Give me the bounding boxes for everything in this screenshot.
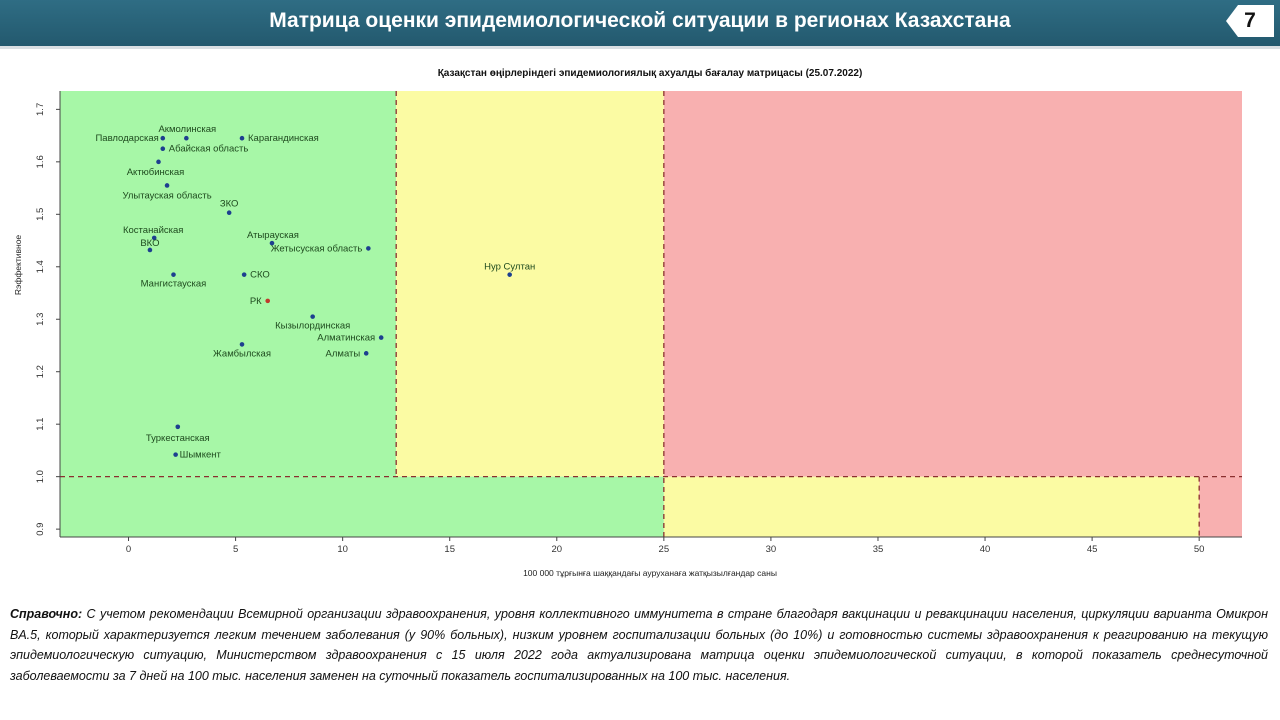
data-point (173, 452, 178, 457)
data-point-label: Павлодарская (95, 133, 158, 144)
y-tick-label: 1.0 (35, 470, 46, 483)
data-point-label: Жамбылская (213, 348, 271, 359)
x-tick-label: 45 (1087, 544, 1098, 555)
data-point-label: Атырауская (247, 230, 299, 241)
data-point (239, 135, 245, 141)
data-point (160, 135, 166, 141)
zone-red-2 (663, 91, 1242, 477)
x-tick-label: 10 (337, 544, 348, 555)
y-tick-label: 1.3 (35, 313, 46, 326)
y-tick-label: 1.5 (35, 208, 46, 221)
header-divider (0, 46, 1280, 49)
chart-axes: 0 5 10 15 20 25 30 35 40 45 50 0.9 1.0 1.1 1.2 1.3 1.4 1.… (35, 91, 1242, 555)
x-tick-label: 50 (1194, 544, 1205, 555)
x-tick-label: 15 (444, 544, 455, 555)
data-point (175, 424, 181, 430)
data-point (239, 342, 245, 347)
x-axis-title: 100 000 тұрғынға шаққандағы ауруханаға ж… (523, 568, 777, 578)
reference-note: Справочно: С учетом рекомендации Всемирн… (10, 604, 1268, 686)
data-point (147, 247, 153, 253)
data-point (164, 183, 170, 188)
data-point-label: Кызылординская (275, 321, 350, 332)
data-point (151, 235, 157, 241)
data-point (269, 240, 275, 246)
data-point-label: Жетысуская область (271, 243, 363, 254)
data-point (184, 135, 189, 141)
data-point (507, 272, 512, 277)
page-title: Матрица оценки эпидемиологической ситуац… (269, 9, 1011, 32)
data-point-label: Акмолинская (158, 124, 216, 135)
data-point-label: Карагандинская (248, 133, 319, 144)
x-tick-label: 0 (126, 544, 131, 555)
data-point (366, 246, 371, 251)
risk-matrix-chart: Қазақстан өңірлеріндегі эпидемиологиялық… (13, 67, 1242, 578)
data-point (378, 335, 384, 340)
x-tick-label: 30 (766, 544, 777, 555)
y-tick-label: 0.9 (35, 523, 46, 536)
zone-green-0 (60, 91, 397, 477)
data-point (265, 298, 271, 304)
data-point-label: ЗКО (220, 199, 239, 210)
y-tick-label: 1.2 (35, 365, 46, 378)
zone-red-5 (1199, 476, 1242, 537)
data-point-label: Актюбинская (127, 167, 185, 178)
data-point-label: ВКО (140, 238, 159, 249)
y-axis-title: Rэффективное (13, 235, 23, 296)
data-point (171, 272, 176, 277)
data-point (160, 146, 166, 152)
data-point (226, 210, 232, 216)
x-tick-label: 25 (659, 544, 670, 555)
x-tick-label: 5 (233, 544, 238, 555)
data-point-label: Улытауская область (122, 190, 211, 201)
data-point-label: РК (250, 296, 262, 307)
risk-zones (60, 91, 1242, 537)
chart-title: Қазақстан өңірлеріндегі эпидемиологиялық… (438, 67, 863, 79)
page-number-badge: 7 (1226, 5, 1274, 37)
y-tick-label: 1.4 (35, 260, 46, 273)
data-point-label: Абайская область (169, 144, 249, 155)
threshold-lines (60, 91, 1242, 537)
data-point (156, 159, 161, 165)
x-tick-label: 20 (551, 544, 562, 555)
data-point (241, 272, 247, 277)
y-tick-label: 1.7 (35, 103, 46, 116)
data-point-label: Алматинская (317, 333, 375, 344)
header-bar: Матрица оценки эпидемиологической ситуац… (0, 0, 1280, 46)
data-point-label: СКО (250, 270, 270, 281)
data-point (363, 351, 369, 356)
data-point-label: Костанайская (123, 225, 183, 236)
zone-green-3 (60, 476, 664, 537)
y-tick-label: 1.6 (35, 155, 46, 168)
data-point (310, 314, 315, 319)
data-point-label: Мангистауская (141, 279, 207, 290)
x-tick-label: 40 (980, 544, 991, 555)
x-tick-label: 35 (873, 544, 884, 555)
zone-yellow-1 (396, 91, 664, 477)
data-point-label: Нур Султан (484, 262, 535, 273)
data-point-label: Шымкент (180, 450, 222, 461)
data-point-label: Алматы (326, 348, 361, 359)
note-lead: Справочно: (10, 607, 83, 621)
y-tick-label: 1.1 (35, 418, 46, 431)
note-text: С учетом рекомендации Всемирной организа… (10, 607, 1268, 683)
zone-yellow-4 (663, 476, 1200, 537)
data-point-label: Туркестанская (146, 433, 210, 444)
